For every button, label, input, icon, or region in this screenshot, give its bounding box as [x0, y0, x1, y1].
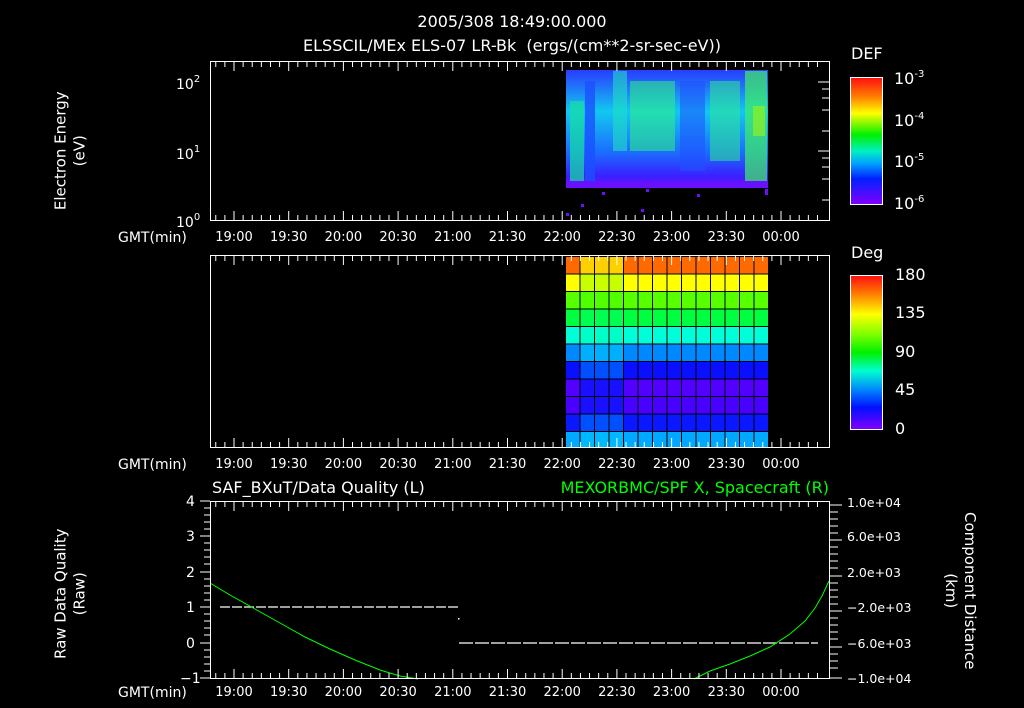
time-tick-label: 23:30: [707, 230, 746, 245]
orbit-x-line-2: [693, 580, 830, 680]
distance-tick-1e4: 1.0e+04: [847, 495, 901, 510]
quality-right-title: MEXORBMC/SPF X, Spacecraft (R): [560, 478, 829, 497]
time-tick-label: 22:00: [543, 685, 581, 700]
deg-tick-0: 0: [895, 419, 906, 438]
def-tick-1e-6: 10-6: [894, 194, 925, 213]
time-tick-label: 22:00: [543, 230, 581, 245]
def-tick-1e-5: 10-5: [894, 152, 925, 171]
x-axis-label-1: GMT(min): [118, 230, 187, 246]
time-tick-label: 19:30: [269, 230, 308, 245]
def-tick-1e-3: 10-3: [894, 69, 925, 88]
time-tick-label: 19:30: [269, 457, 308, 472]
deg-colorbar-title: Deg: [851, 243, 884, 262]
quality-tick-2: 2: [186, 565, 195, 581]
spectrogram-plot[interactable]: [210, 61, 830, 221]
distance-tick-2e3: 2.0e+03: [847, 565, 901, 580]
time-tick-label: 22:30: [598, 457, 636, 472]
pitch-angle-plot[interactable]: [210, 255, 830, 448]
orbit-x-line: [209, 582, 419, 680]
deg-tick-135: 135: [895, 303, 926, 322]
time-tick-label: 19:30: [269, 685, 308, 700]
distance-tick-neg6e3: −6.0e+03: [847, 636, 912, 651]
time-tick-label: 20:00: [324, 230, 363, 245]
time-tick-label: 23:00: [652, 457, 691, 472]
time-tick-label: 00:00: [762, 457, 800, 472]
distance-axis-label: Component Distance (km): [942, 512, 979, 670]
time-tick-label: 23:00: [652, 685, 691, 700]
distance-tick-neg2e3: −2.0e+03: [847, 600, 912, 615]
time-tick-label: 23:00: [652, 230, 691, 245]
plot-datetime: 2005/308 18:49:00.000: [417, 12, 607, 31]
time-tick-label: 22:30: [598, 685, 636, 700]
time-tick-label: 00:00: [762, 230, 800, 245]
time-tick-label: 21:00: [434, 230, 472, 245]
def-tick-1e-4: 10-4: [894, 111, 925, 130]
time-tick-label: 23:30: [707, 457, 746, 472]
distance-tick-6e3: 6.0e+03: [847, 529, 901, 544]
time-tick-label: 21:30: [488, 685, 527, 700]
quality-left-title: SAF_BXuT/Data Quality (L): [212, 478, 425, 497]
quality-axis-label: Raw Data Quality (Raw): [51, 528, 88, 660]
time-tick-label: 19:00: [215, 230, 253, 245]
deg-tick-45: 45: [895, 380, 916, 399]
time-tick-label: 20:30: [379, 685, 417, 700]
time-tick-label: 21:30: [488, 457, 527, 472]
quality-lines: [200, 500, 842, 680]
energy-tick-100: 102: [176, 74, 201, 93]
quality-tick-4: 4: [186, 494, 195, 510]
time-tick-label: 20:30: [379, 230, 417, 245]
spectrogram-heatmap: [210, 61, 830, 221]
time-tick-label: 21:30: [488, 230, 527, 245]
quality-tick-1: 1: [186, 600, 195, 616]
plot-title: ELSSCIL/MEx ELS-07 LR-Bk (ergs/(cm**2-sr…: [303, 36, 721, 55]
pitch-angle-heatmap: [210, 255, 830, 448]
energy-tick-10: 101: [176, 144, 201, 163]
time-tick-label: 20:30: [379, 457, 417, 472]
time-tick-label: 19:00: [215, 685, 253, 700]
def-colorbar-title: DEF: [851, 44, 883, 63]
quality-tick-neg1: −1: [180, 671, 201, 687]
time-tick-label: 22:30: [598, 230, 636, 245]
deg-tick-180: 180: [895, 265, 926, 284]
distance-tick-neg1e4: −1.0e+04: [847, 671, 912, 686]
energy-axis-label: Electron Energy (eV): [51, 91, 88, 211]
quality-tick-3: 3: [186, 529, 195, 545]
def-colorbar: [850, 77, 883, 205]
energy-tick-1: 100: [176, 212, 201, 231]
time-tick-label: 21:00: [434, 685, 472, 700]
quality-plot[interactable]: [200, 500, 842, 680]
deg-colorbar: [850, 275, 883, 430]
x-axis-label-3: GMT(min): [118, 685, 187, 701]
time-tick-label: 00:00: [762, 685, 800, 700]
time-tick-label: 19:00: [215, 457, 253, 472]
time-tick-label: 20:00: [324, 685, 363, 700]
quality-tick-0: 0: [186, 636, 195, 652]
time-tick-label: 22:00: [543, 457, 581, 472]
time-tick-label: 21:00: [434, 457, 472, 472]
deg-tick-90: 90: [895, 342, 916, 361]
time-tick-label: 23:30: [707, 685, 746, 700]
x-axis-label-2: GMT(min): [118, 457, 187, 473]
time-tick-label: 20:00: [324, 457, 363, 472]
